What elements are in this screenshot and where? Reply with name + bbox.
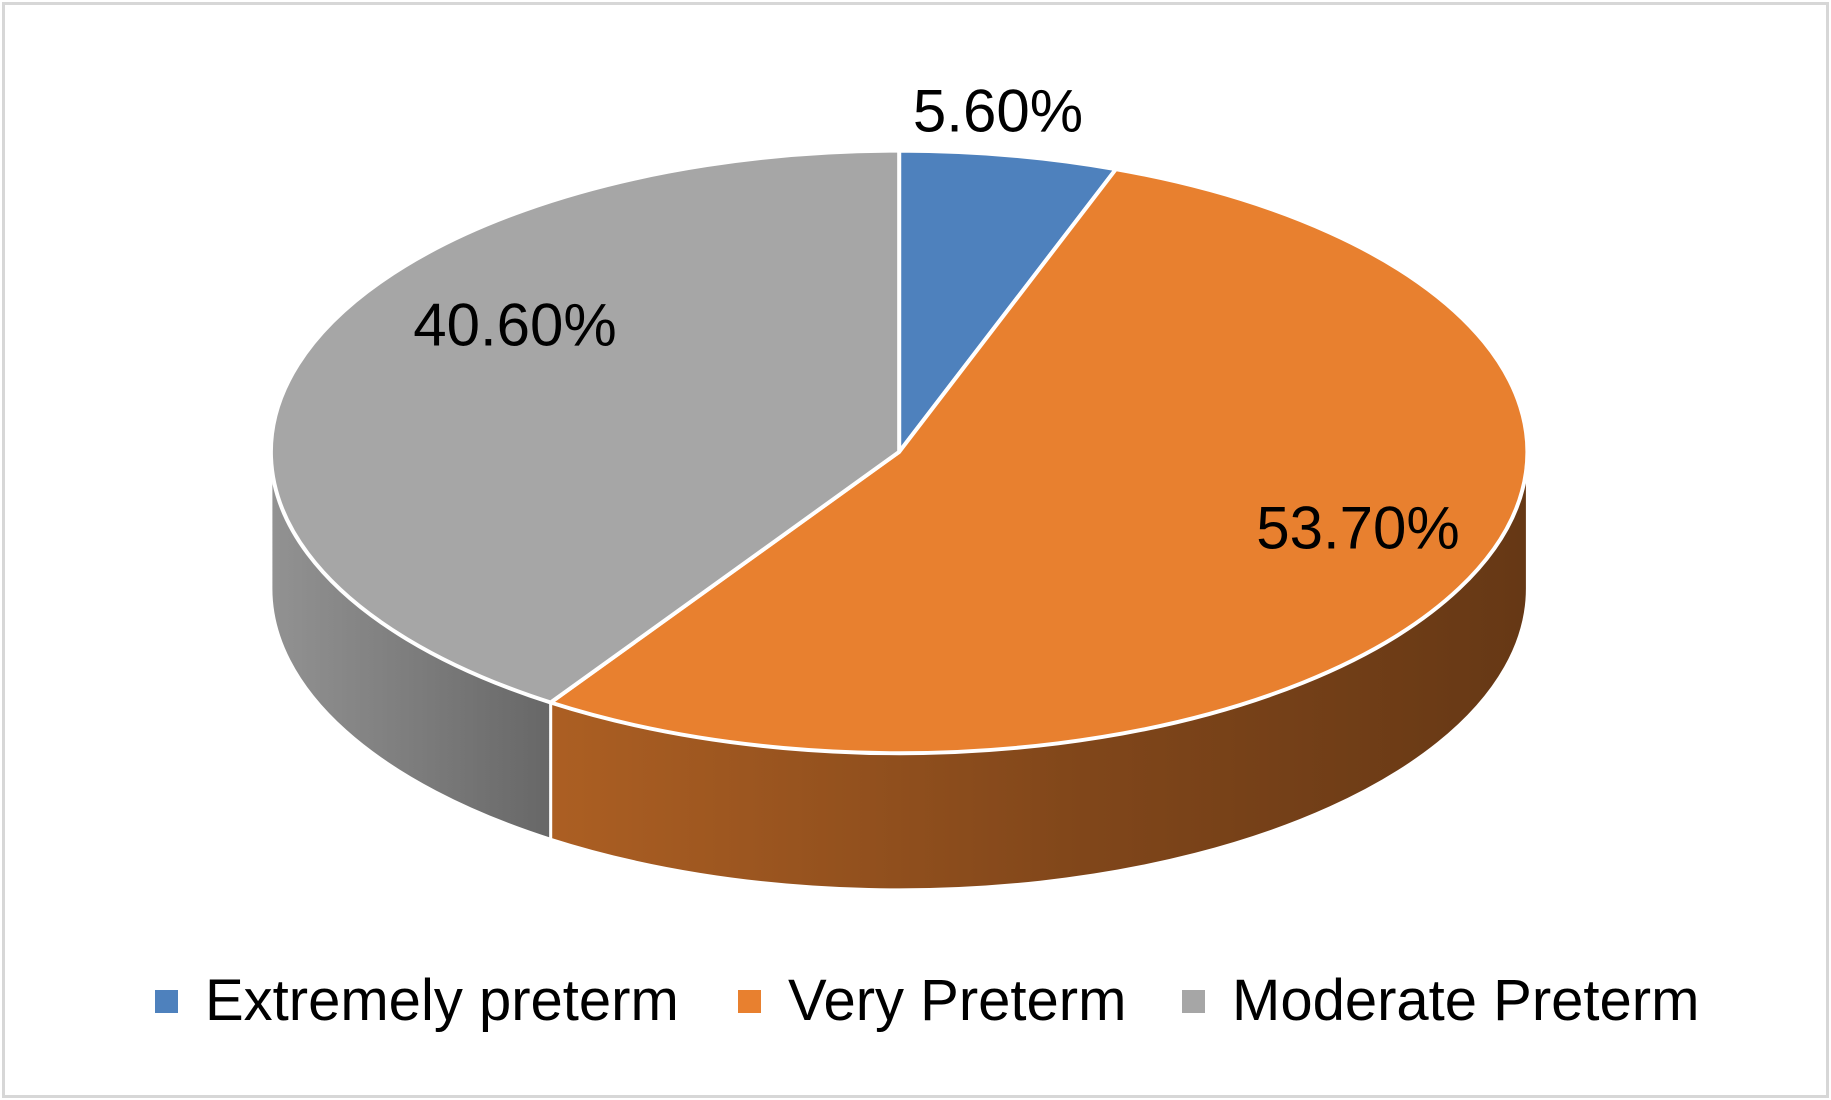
pie-slice-very-preterm (548, 167, 1530, 756)
pie-chart-area: 5.60% 53.70% 40.60% (5, 5, 1826, 1095)
pie-slice-extremely-preterm (897, 148, 1118, 454)
data-label-moderate-preterm: 40.60% (413, 291, 617, 359)
data-label-extremely-preterm: 5.60% (912, 77, 1084, 145)
data-label-very-preterm: 53.70% (1256, 494, 1460, 562)
pie-slice-moderate-preterm (268, 148, 902, 705)
pie-3d-graphic (268, 148, 1530, 892)
